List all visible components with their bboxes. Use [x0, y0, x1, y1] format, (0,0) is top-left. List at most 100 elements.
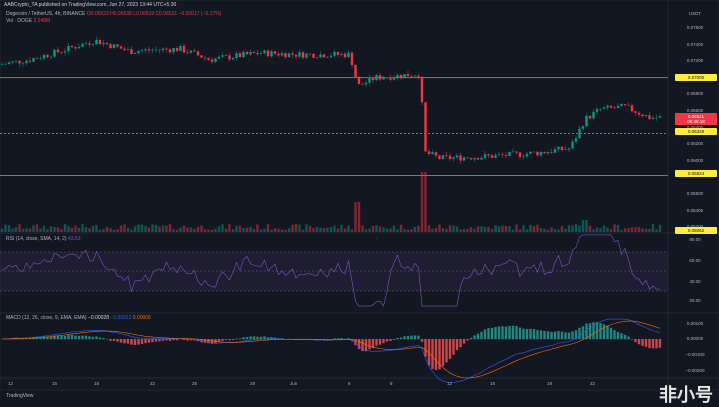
candle-body — [74, 47, 76, 48]
volume-bar — [575, 224, 577, 232]
volume-bar — [564, 229, 566, 232]
macd-histogram-bar — [407, 336, 409, 339]
volume-bar — [71, 228, 73, 232]
candle-body — [533, 152, 535, 153]
candle-body — [351, 53, 353, 65]
time-tick: 18 — [94, 381, 99, 386]
macd-histogram-bar — [435, 339, 437, 370]
macd-histogram-bar — [508, 326, 510, 339]
candle-body — [568, 148, 570, 149]
macd-histogram-bar — [459, 339, 461, 347]
time-tick: 19 — [547, 381, 552, 386]
candle-body — [389, 77, 391, 79]
candle-body — [638, 113, 640, 115]
macd-histogram-bar — [571, 331, 573, 339]
candle-body — [113, 44, 115, 48]
macd-histogram-bar — [113, 339, 115, 341]
macd-histogram-bar — [78, 336, 80, 339]
support-tag-2: 0.05824 — [675, 170, 717, 177]
volume-bar — [197, 227, 199, 232]
candle-body — [235, 53, 237, 58]
macd-legend[interactable]: MACD (12, 26, close, 9, EMA, EMA) −0.000… — [6, 315, 151, 321]
macd-histogram-bar — [120, 339, 122, 343]
volume-bar — [543, 229, 545, 232]
macd-histogram-bar — [382, 339, 384, 343]
macd-histogram-bar — [613, 330, 615, 339]
macd-histogram-bar — [162, 339, 164, 341]
macd-histogram-bar — [358, 339, 360, 349]
candle-body — [337, 52, 339, 55]
volume-bar — [498, 226, 500, 232]
rsi-label: RSI (14, close, SMA, 14, 2) — [6, 236, 67, 242]
candle-body — [242, 52, 244, 57]
volume-bar — [596, 227, 598, 232]
macd-histogram-bar — [155, 339, 157, 342]
candle-body — [480, 158, 482, 160]
candle-body — [39, 58, 41, 59]
volume-bar — [137, 225, 139, 232]
macd-histogram-bar — [246, 337, 248, 339]
candle-body — [29, 61, 31, 62]
candle-body — [46, 55, 48, 57]
volume-bar — [102, 229, 104, 232]
volume-bar — [46, 229, 48, 232]
volume-bar — [221, 224, 223, 232]
volume-bar — [319, 228, 321, 232]
candle-body — [15, 61, 17, 62]
candle-body — [291, 53, 293, 54]
candle-body — [141, 50, 143, 51]
rsi-legend[interactable]: RSI (14, close, SMA, 14, 2) 43.53 — [6, 236, 81, 242]
macd-label: MACD (12, 26, close, 9, EMA, EMA) — [6, 315, 87, 321]
tradingview-logo[interactable]: TradingView — [6, 393, 34, 399]
macd-histogram-bar — [501, 326, 503, 339]
volume-bar — [284, 230, 286, 232]
candle-body — [25, 61, 27, 64]
volume-bar — [508, 226, 510, 232]
macd-histogram-bar — [659, 339, 661, 348]
macd-histogram-bar — [421, 339, 423, 342]
volume-bar — [526, 229, 528, 232]
volume-bar — [641, 228, 643, 232]
candle-body — [214, 59, 216, 62]
volume-bar — [95, 225, 97, 232]
macd-histogram-bar — [368, 339, 370, 349]
macd-histogram-bar — [561, 332, 563, 340]
candle-body — [88, 44, 90, 45]
candle-body — [484, 154, 486, 158]
candle-body — [207, 58, 209, 60]
volume-bar — [652, 224, 654, 232]
volume-bar — [603, 225, 605, 232]
panel-border — [0, 0, 719, 233]
macd-histogram-bar — [477, 334, 479, 340]
candle-body — [1, 64, 3, 65]
time-tick: 12 — [447, 381, 452, 386]
candle-body — [270, 51, 272, 56]
support-tag-1: 0.06329 — [675, 128, 717, 135]
candle-body — [347, 53, 349, 57]
volume-bar — [463, 229, 465, 232]
candle-body — [183, 46, 185, 52]
macd-histogram-bar — [484, 329, 486, 339]
volume-bar — [288, 228, 290, 232]
candle-body — [50, 57, 52, 58]
candle-body — [92, 44, 94, 45]
candle-body — [445, 155, 447, 156]
macd-histogram-bar — [127, 339, 129, 344]
macd-histogram-bar — [71, 335, 73, 339]
candle-body — [281, 53, 283, 55]
candle-body — [466, 158, 468, 159]
rsi-tick: 40.00 — [675, 279, 715, 284]
candle-body — [326, 57, 328, 58]
candle-body — [358, 77, 360, 84]
volume-bar — [456, 226, 458, 232]
candle-body — [508, 152, 510, 156]
macd-histogram-bar — [638, 339, 640, 344]
macd-histogram-bar — [169, 339, 171, 341]
volume-bar — [375, 225, 377, 232]
symbol-name[interactable]: Dogecoin / TetherUS, 4h, BINANCE — [6, 11, 85, 17]
volume-bar — [134, 226, 136, 232]
macd-histogram-bar — [498, 326, 500, 339]
volume-bar — [536, 225, 538, 232]
volume-bar — [442, 228, 444, 232]
